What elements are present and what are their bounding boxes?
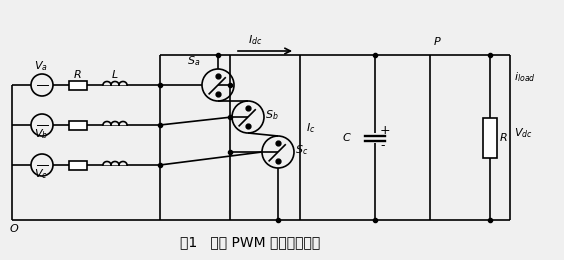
- Bar: [483, 118, 497, 158]
- Bar: [69, 160, 87, 170]
- Text: -: -: [380, 140, 385, 153]
- Text: C: C: [342, 133, 350, 143]
- Text: L: L: [112, 70, 118, 80]
- Text: +: +: [380, 124, 391, 136]
- Text: R: R: [74, 70, 82, 80]
- Text: 图1   三相 PWM 整流器电路原: 图1 三相 PWM 整流器电路原: [180, 235, 320, 249]
- Text: O: O: [10, 224, 19, 234]
- Text: P: P: [434, 37, 440, 47]
- Text: $S_a$: $S_a$: [187, 54, 200, 68]
- Text: $V_b$: $V_b$: [34, 127, 48, 141]
- Bar: [69, 81, 87, 89]
- Text: $I_{dc}$: $I_{dc}$: [248, 33, 262, 47]
- Text: $S_b$: $S_b$: [265, 108, 279, 122]
- Text: $S_c$: $S_c$: [295, 143, 308, 157]
- Text: $V_{dc}$: $V_{dc}$: [514, 126, 533, 140]
- Text: R: R: [500, 133, 508, 143]
- Text: $V_a$: $V_a$: [34, 59, 48, 73]
- Text: $V_c$: $V_c$: [34, 167, 48, 181]
- Text: $I_c$: $I_c$: [306, 121, 315, 135]
- Bar: [69, 120, 87, 129]
- Text: $i_{load}$: $i_{load}$: [514, 70, 536, 84]
